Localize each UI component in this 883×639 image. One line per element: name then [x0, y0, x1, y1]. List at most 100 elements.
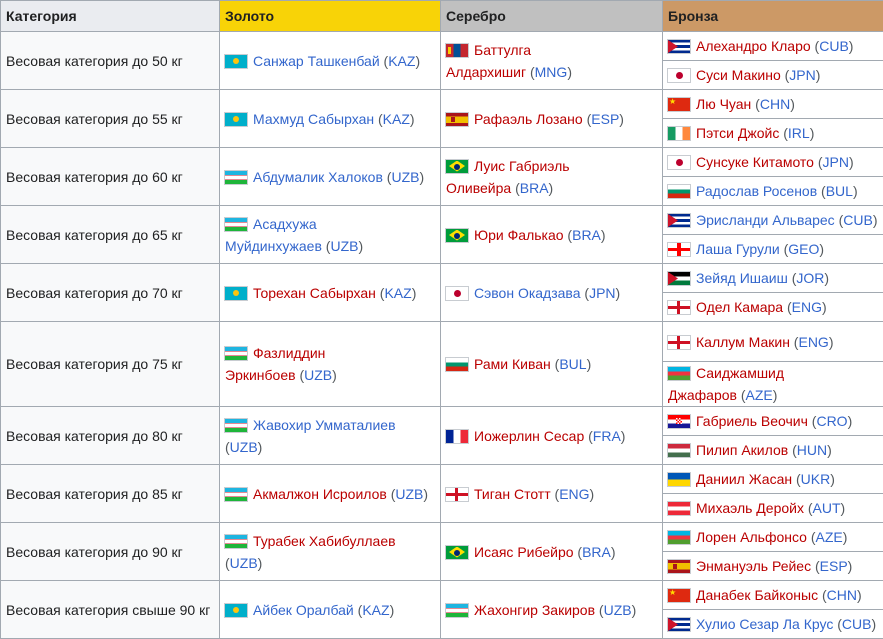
- athlete-name-link[interactable]: Тиган Стотт: [474, 486, 551, 502]
- athlete-name-link[interactable]: Даниил Жасан: [696, 471, 792, 487]
- athlete-name-link[interactable]: Акмалжон Исроилов: [253, 486, 387, 502]
- bronze-cell: Суси Макино (JPN): [663, 61, 883, 90]
- country-code-link[interactable]: JOR: [796, 270, 824, 286]
- athlete-name-link[interactable]: Жахонгир Закиров: [474, 602, 595, 618]
- country-code-link[interactable]: JPN: [589, 285, 615, 301]
- athlete-entry: Абдумалик Халоков (UZB): [225, 166, 435, 188]
- header-row: Категория Золото Серебро Бронза: [1, 1, 883, 32]
- athlete-name-link[interactable]: Лорен Альфонсо: [696, 529, 807, 545]
- athlete-name-link[interactable]: Зейяд Ишаиш: [696, 270, 788, 286]
- country-code: (IRL): [779, 125, 814, 141]
- athlete-entry: Лю Чуан (CHN): [668, 93, 878, 115]
- gold-cell: Абдумалик Халоков (UZB): [220, 148, 441, 206]
- athlete-name-link[interactable]: Лю Чуан: [696, 96, 751, 112]
- bronze-cell: Каллум Макин (ENG): [663, 322, 883, 362]
- country-code-link[interactable]: UZB: [604, 602, 632, 618]
- country-code-link[interactable]: FRA: [593, 428, 621, 444]
- athlete-name-link[interactable]: Пилип Акилов: [696, 442, 788, 458]
- flag-icon: [446, 44, 468, 57]
- athlete-name-link[interactable]: Одел Камара: [696, 299, 783, 315]
- country-code-link[interactable]: AZE: [816, 529, 843, 545]
- athlete-name-link[interactable]: Иожерлин Сесар: [474, 428, 584, 444]
- category-cell: Весовая категория до 65 кг: [1, 206, 220, 264]
- athlete-name-link[interactable]: Махмуд Сабырхан: [253, 111, 374, 127]
- country-code-link[interactable]: ENG: [792, 299, 822, 315]
- athlete-name-link[interactable]: Радослав Росенов: [696, 183, 817, 199]
- country-code-link[interactable]: ENG: [559, 486, 589, 502]
- athlete-name-link[interactable]: Исаяс Рибейро: [474, 544, 574, 560]
- athlete-name-link[interactable]: Жавохир Умматалиев: [253, 417, 396, 433]
- country-code-link[interactable]: AUT: [813, 500, 841, 516]
- athlete-name-link[interactable]: Каллум Макин: [696, 334, 790, 350]
- country-code-link[interactable]: UZB: [304, 367, 332, 383]
- bronze-cell: Хулио Сезар Ла Крус (CUB): [663, 610, 883, 639]
- country-code-link[interactable]: CUB: [819, 38, 849, 54]
- country-code-link[interactable]: BRA: [582, 544, 611, 560]
- athlete-name-link[interactable]: Сунсуке Китамото: [696, 154, 814, 170]
- country-code-link[interactable]: CHN: [760, 96, 790, 112]
- country-code-link[interactable]: UZB: [395, 486, 423, 502]
- athlete-name-link[interactable]: Торехан Сабырхан: [253, 285, 376, 301]
- country-code-link[interactable]: UZB: [230, 439, 258, 455]
- athlete-name-link[interactable]: Хулио Сезар Ла Крус: [696, 616, 833, 632]
- athlete-name-link[interactable]: Айбек Оралбай: [253, 602, 354, 618]
- country-code: (CUB): [835, 212, 878, 228]
- flag-icon: [668, 214, 690, 227]
- country-code-link[interactable]: JPN: [823, 154, 849, 170]
- country-code-link[interactable]: CUB: [842, 616, 872, 632]
- country-code: (UZB): [296, 367, 337, 383]
- athlete-name-link[interactable]: Пэтси Джойс: [696, 125, 779, 141]
- bronze-cell: Габриель Веочич (CRO): [663, 407, 883, 436]
- country-code-link[interactable]: UZB: [230, 555, 258, 571]
- country-code-link[interactable]: CUB: [843, 212, 873, 228]
- country-code-link[interactable]: AZE: [746, 387, 773, 403]
- country-code-link[interactable]: BUL: [826, 183, 853, 199]
- athlete-name-link[interactable]: Юри Фалькао: [474, 227, 564, 243]
- country-code-link[interactable]: CRO: [816, 413, 847, 429]
- country-code-link[interactable]: IRL: [788, 125, 810, 141]
- country-code-link[interactable]: KAZ: [383, 111, 410, 127]
- athlete-name-link[interactable]: Энмануэль Рейес: [696, 558, 811, 574]
- country-code-link[interactable]: ESP: [591, 111, 619, 127]
- country-code-link[interactable]: UKR: [801, 471, 831, 487]
- athlete-name-link[interactable]: Суси Макино: [696, 67, 781, 83]
- athlete-entry: Даниил Жасан (UKR): [668, 468, 878, 490]
- country-code-link[interactable]: CHN: [827, 587, 857, 603]
- country-code-link[interactable]: HUN: [797, 442, 827, 458]
- athlete-name-link[interactable]: Данабек Байконыс: [696, 587, 818, 603]
- athlete-name-link[interactable]: Михаэль Деройх: [696, 500, 804, 516]
- athlete-name-link[interactable]: Лаша Гурули: [696, 241, 780, 257]
- athlete-name-link[interactable]: Сэвон Окадзава: [474, 285, 581, 301]
- athlete-name-link[interactable]: Рафаэль Лозано: [474, 111, 583, 127]
- silver-cell: Жахонгир Закиров (UZB): [441, 581, 663, 639]
- country-code-link[interactable]: KAZ: [388, 53, 415, 69]
- gold-cell: Айбек Оралбай (KAZ): [220, 581, 441, 639]
- country-code-link[interactable]: MNG: [535, 64, 568, 80]
- country-code-link[interactable]: BRA: [520, 180, 549, 196]
- athlete-name-link[interactable]: Турабек Хабибуллаев: [253, 533, 396, 549]
- country-code-link[interactable]: KAZ: [384, 285, 411, 301]
- athlete-name-link[interactable]: Эрисланди Альварес: [696, 212, 835, 228]
- athlete-name-link[interactable]: Габриель Веочич: [696, 413, 808, 429]
- country-code: (ESP): [811, 558, 852, 574]
- country-code-link[interactable]: GEO: [788, 241, 819, 257]
- country-code-link[interactable]: KAZ: [362, 602, 389, 618]
- athlete-name-link[interactable]: Абдумалик Халоков: [253, 169, 383, 185]
- country-code-link[interactable]: ENG: [798, 334, 828, 350]
- country-code-link[interactable]: ESP: [820, 558, 848, 574]
- country-code: (KAZ): [374, 111, 414, 127]
- country-code-link[interactable]: UZB: [330, 238, 358, 254]
- country-code-link[interactable]: JPN: [789, 67, 815, 83]
- country-code-link[interactable]: UZB: [391, 169, 419, 185]
- bronze-cell: Даниил Жасан (UKR): [663, 465, 883, 494]
- athlete-name-link[interactable]: Санжар Ташкенбай: [253, 53, 380, 69]
- athlete-name-link[interactable]: Алехандро Кларо: [696, 38, 811, 54]
- athlete-entry: Зейяд Ишаиш (JOR): [668, 267, 878, 289]
- country-code-link[interactable]: BRA: [572, 227, 601, 243]
- country-code-link[interactable]: BUL: [559, 356, 586, 372]
- athlete-name-link[interactable]: Рами Киван: [474, 356, 551, 372]
